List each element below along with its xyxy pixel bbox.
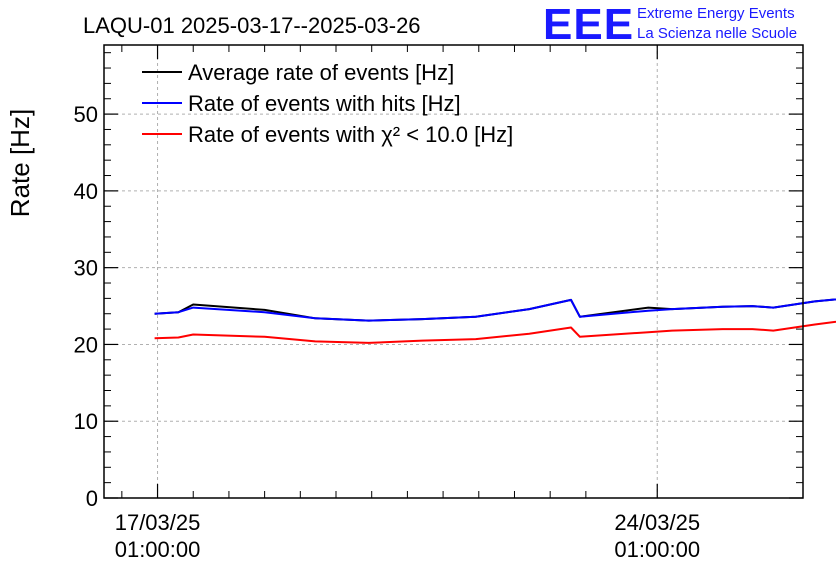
plot-frame [103, 44, 804, 499]
y-tick-label: 0 [86, 486, 98, 511]
legend: Average rate of events [Hz] Rate of event… [142, 60, 513, 147]
legend-label: Average rate of events [Hz] [188, 60, 454, 85]
x-tick-label-time: 01:00:00 [614, 537, 700, 562]
x-tick-label-date: 17/03/25 [115, 510, 201, 535]
eee-logo: EEE Extreme Energy Events La Scienza nel… [543, 0, 797, 49]
legend-label: Rate of events with hits [Hz] [188, 91, 461, 116]
series-line-3 [154, 320, 836, 344]
logo-line1: Extreme Energy Events [637, 5, 795, 22]
logo-letters: EEE [543, 0, 634, 49]
y-tick-label: 30 [74, 256, 98, 281]
series-line-2 [154, 298, 836, 322]
chart-title: LAQU-01 2025-03-17--2025-03-26 [83, 13, 421, 38]
legend-label: Rate of events with χ² < 10.0 [Hz] [188, 122, 513, 147]
y-axis-label: Rate [Hz] [5, 109, 35, 217]
x-tick-label-time: 01:00:00 [115, 537, 201, 562]
y-tick-label: 40 [74, 179, 98, 204]
logo-line2: La Scienza nelle Scuole [637, 25, 797, 42]
grid [104, 45, 803, 498]
y-tick-label: 50 [74, 102, 98, 127]
axes: 0102030405017/03/2501:00:0024/03/2501:00… [74, 45, 803, 562]
x-tick-label-date: 24/03/25 [614, 510, 700, 535]
y-tick-label: 20 [74, 332, 98, 357]
series-layer [154, 298, 836, 344]
y-tick-label: 10 [74, 409, 98, 434]
